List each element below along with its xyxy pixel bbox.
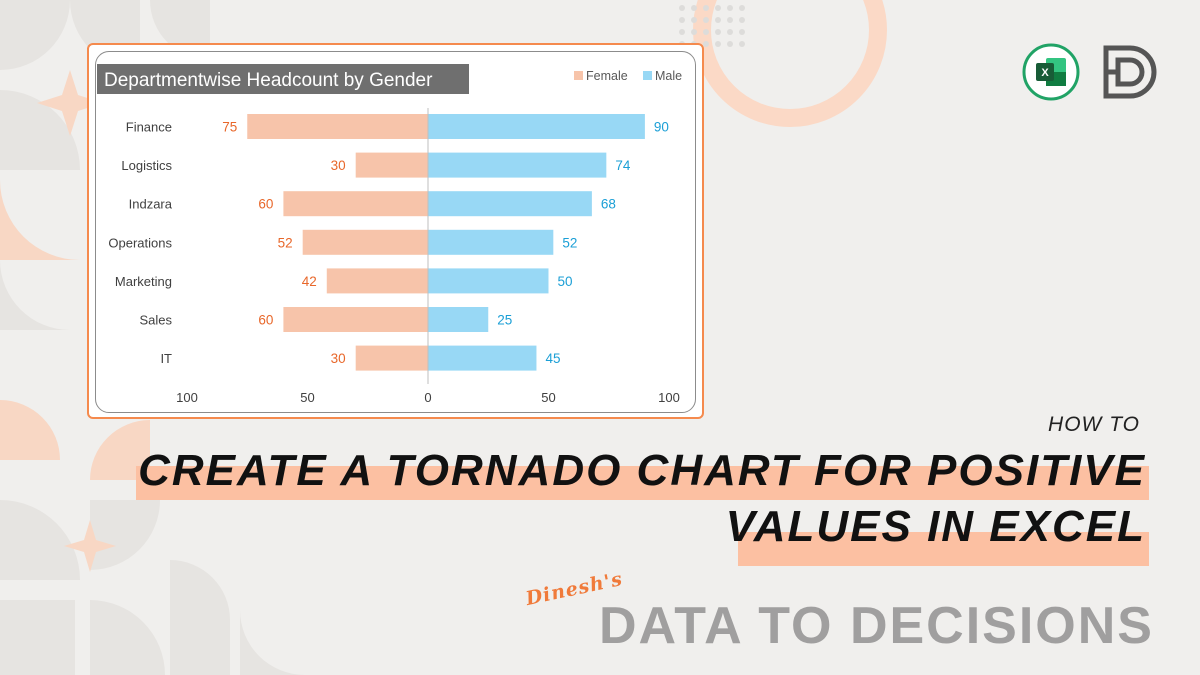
legend-label-male: Male bbox=[655, 69, 682, 83]
excel-letter: X bbox=[1041, 67, 1049, 79]
excel-icon: X bbox=[1022, 43, 1080, 101]
data-label-female: 60 bbox=[258, 313, 273, 328]
brand-name: DATA TO DECISIONS bbox=[599, 597, 1154, 655]
page-title-line-2: VALUES IN EXCEL bbox=[725, 502, 1146, 551]
category-label: Finance bbox=[126, 120, 172, 135]
data-label-male: 45 bbox=[545, 351, 560, 366]
x-tick-label: 50 bbox=[300, 390, 314, 405]
plot-area: Finance 75 90 Logistics 30 74 Indzara 60 68 Opera… bbox=[108, 108, 680, 405]
category-label: Indzara bbox=[129, 197, 173, 212]
dd-monogram-icon bbox=[1103, 45, 1157, 99]
category-label: Marketing bbox=[115, 274, 172, 289]
x-tick-label: 0 bbox=[424, 390, 431, 405]
bar-female bbox=[326, 268, 428, 294]
data-label-male: 90 bbox=[654, 120, 669, 135]
data-label-male: 50 bbox=[558, 274, 573, 289]
data-label-female: 30 bbox=[331, 158, 346, 173]
bar-male bbox=[428, 229, 554, 255]
title-highlight-2 bbox=[738, 532, 1149, 566]
bar-female bbox=[302, 229, 428, 255]
bar-female bbox=[247, 114, 428, 139]
data-label-male: 68 bbox=[601, 197, 616, 212]
bar-male bbox=[428, 191, 592, 217]
data-label-male: 52 bbox=[562, 235, 577, 250]
x-tick-label: 50 bbox=[541, 390, 555, 405]
how-to-label: HOW TO bbox=[1048, 413, 1140, 436]
chart-frame: Departmentwise Headcount by Gender Femal… bbox=[87, 43, 704, 419]
bar-male bbox=[428, 152, 607, 178]
data-label-female: 60 bbox=[258, 197, 273, 212]
category-label: Logistics bbox=[121, 158, 172, 173]
category-label: Sales bbox=[139, 313, 172, 328]
category-label: Operations bbox=[108, 235, 172, 250]
chart-title-bg bbox=[97, 64, 469, 94]
tornado-chart: Departmentwise Headcount by Gender Femal… bbox=[97, 64, 682, 405]
bar-male bbox=[428, 268, 549, 294]
data-label-female: 42 bbox=[302, 274, 317, 289]
page-title-line-1: CREATE A TORNADO CHART FOR POSITIVE bbox=[138, 446, 1146, 495]
x-tick-label: 100 bbox=[658, 390, 680, 405]
bar-female bbox=[355, 345, 428, 371]
data-label-female: 30 bbox=[331, 351, 346, 366]
legend-swatch-female bbox=[574, 71, 583, 80]
category-label: IT bbox=[160, 351, 172, 366]
bar-male bbox=[428, 114, 645, 139]
chart-title: Departmentwise Headcount by Gender bbox=[104, 70, 433, 91]
legend-label-female: Female bbox=[586, 69, 628, 83]
data-label-female: 52 bbox=[278, 235, 293, 250]
bar-male bbox=[428, 307, 489, 332]
legend-swatch-male bbox=[643, 71, 652, 80]
bar-female bbox=[355, 152, 428, 178]
data-label-male: 74 bbox=[615, 158, 631, 173]
data-label-male: 25 bbox=[497, 313, 512, 328]
bar-male bbox=[428, 345, 537, 371]
bar-female bbox=[283, 191, 428, 217]
title-highlight-1 bbox=[136, 466, 1149, 500]
chart-panel: Departmentwise Headcount by Gender Femal… bbox=[95, 51, 696, 413]
data-label-female: 75 bbox=[222, 120, 237, 135]
x-tick-label: 100 bbox=[176, 390, 198, 405]
bar-female bbox=[283, 307, 428, 332]
